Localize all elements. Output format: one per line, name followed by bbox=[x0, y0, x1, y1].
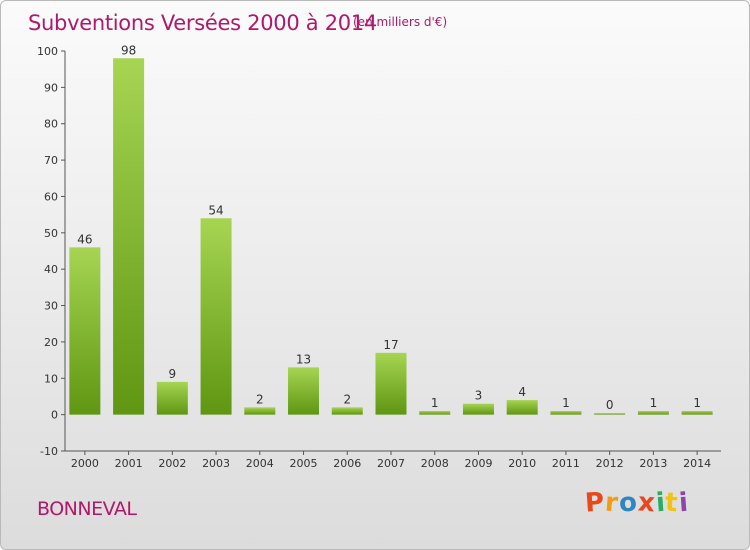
logo-letter: P bbox=[583, 487, 607, 519]
place-name: BONNEVAL bbox=[37, 498, 137, 520]
y-tick-label: 70 bbox=[44, 154, 58, 167]
bar-2004 bbox=[244, 407, 276, 415]
x-tick-label-2010: 2010 bbox=[508, 457, 536, 470]
x-tick-label-2005: 2005 bbox=[290, 457, 318, 470]
y-tick-label: 40 bbox=[44, 263, 58, 276]
bar-2014 bbox=[681, 411, 713, 415]
x-tick-label-2012: 2012 bbox=[596, 457, 624, 470]
y-tick-label: 0 bbox=[51, 409, 58, 422]
chart-subtitle: (en milliers d'€) bbox=[353, 15, 447, 29]
value-label-2003: 54 bbox=[208, 203, 223, 217]
value-label-2012: 0 bbox=[606, 398, 614, 412]
y-tick-label: 30 bbox=[44, 300, 58, 313]
value-label-2007: 17 bbox=[383, 338, 398, 352]
x-tick-label-2008: 2008 bbox=[421, 457, 449, 470]
x-tick-label-2003: 2003 bbox=[202, 457, 230, 470]
value-label-2002: 9 bbox=[169, 367, 177, 381]
bar-2012 bbox=[594, 413, 626, 415]
x-tick-label-2007: 2007 bbox=[377, 457, 405, 470]
logo-letter: x bbox=[636, 487, 657, 519]
bar-2008 bbox=[419, 411, 451, 415]
x-tick-label-2002: 2002 bbox=[158, 457, 186, 470]
bar-2013 bbox=[637, 411, 669, 415]
proxiti-logo: Proxiti bbox=[583, 487, 690, 519]
chart-title: Subventions Versées 2000 à 2014 bbox=[28, 11, 377, 35]
x-tick-label-2006: 2006 bbox=[333, 457, 361, 470]
value-label-2011: 1 bbox=[562, 396, 570, 410]
logo-letter: i bbox=[677, 487, 690, 519]
bar-2001 bbox=[113, 58, 145, 415]
x-tick-label-2009: 2009 bbox=[464, 457, 492, 470]
y-tick-label: 80 bbox=[44, 118, 58, 131]
x-tick-label-2013: 2013 bbox=[639, 457, 667, 470]
y-tick-label: 20 bbox=[44, 336, 58, 349]
bar-2011 bbox=[550, 411, 582, 415]
x-tick-label-2014: 2014 bbox=[683, 457, 711, 470]
x-tick-label-2000: 2000 bbox=[71, 457, 99, 470]
bar-2007 bbox=[375, 352, 407, 415]
y-tick-label: 60 bbox=[44, 190, 58, 203]
x-tick-label-2011: 2011 bbox=[552, 457, 580, 470]
value-label-2001: 98 bbox=[121, 43, 136, 57]
value-label-2004: 2 bbox=[256, 392, 264, 406]
logo-letter: o bbox=[617, 487, 639, 519]
value-label-2010: 4 bbox=[518, 385, 526, 399]
value-label-2009: 3 bbox=[475, 389, 483, 403]
bar-2002 bbox=[156, 381, 188, 415]
y-tick-label: 50 bbox=[44, 227, 58, 240]
x-tick-label-2001: 2001 bbox=[115, 457, 143, 470]
y-tick-label: -10 bbox=[40, 445, 58, 458]
y-tick-label: 100 bbox=[37, 45, 58, 58]
bar-2005 bbox=[288, 367, 320, 415]
value-label-2008: 1 bbox=[431, 396, 439, 410]
y-tick-label: 10 bbox=[44, 372, 58, 385]
x-tick-label-2004: 2004 bbox=[246, 457, 274, 470]
bar-2009 bbox=[462, 403, 494, 415]
bar-2000 bbox=[69, 247, 101, 415]
bar-2010 bbox=[506, 400, 538, 415]
value-label-2014: 1 bbox=[693, 396, 701, 410]
value-label-2005: 13 bbox=[296, 352, 311, 366]
bar-2006 bbox=[331, 407, 363, 415]
value-label-2000: 46 bbox=[77, 232, 92, 246]
value-label-2006: 2 bbox=[343, 392, 351, 406]
y-tick-label: 90 bbox=[44, 81, 58, 94]
bar-2003 bbox=[200, 218, 232, 415]
value-label-2013: 1 bbox=[650, 396, 658, 410]
